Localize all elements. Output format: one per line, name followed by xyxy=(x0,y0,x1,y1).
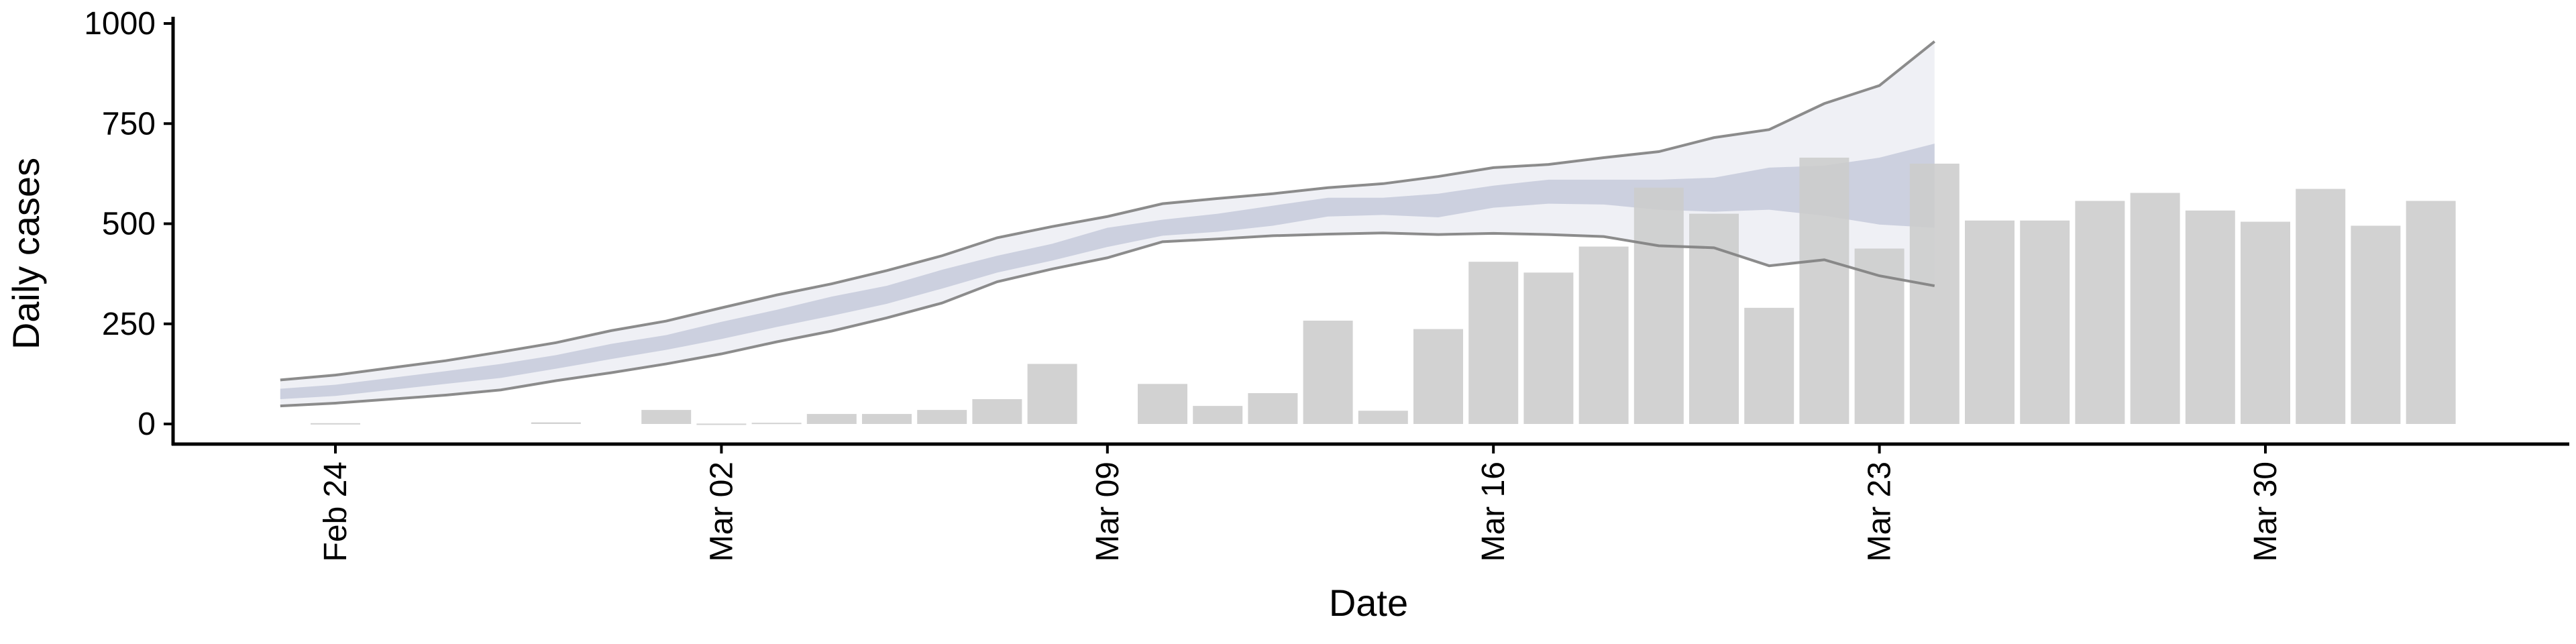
y-axis-title: Daily cases xyxy=(5,158,47,350)
x-axis-title: Date xyxy=(1329,582,1408,624)
bar xyxy=(1468,262,1519,424)
y-tick-label: 1000 xyxy=(84,6,156,42)
upper-bound-line xyxy=(280,40,1936,382)
bar xyxy=(1027,364,1077,424)
bar xyxy=(1413,329,1463,424)
estimate-outer-band xyxy=(280,41,1935,407)
bar xyxy=(1799,157,1849,424)
bar xyxy=(862,414,912,424)
bar xyxy=(1193,406,1243,424)
bar xyxy=(972,398,1022,424)
lower-bound-line xyxy=(280,231,1935,408)
estimate-bands xyxy=(280,41,1935,407)
x-tick-label: Mar 09 xyxy=(1090,462,1126,561)
bar xyxy=(2406,201,2456,424)
x-axis-ticks: Feb 24 Mar 02 Mar 09 Mar 16 Mar 23 Mar 30 xyxy=(318,444,2284,561)
y-tick-label: 750 xyxy=(102,106,156,142)
bar xyxy=(2185,210,2235,424)
bar xyxy=(1965,220,2015,424)
x-tick-label: Mar 23 xyxy=(1862,462,1898,561)
bar xyxy=(1248,393,1298,424)
bars xyxy=(311,157,2456,425)
bar xyxy=(1138,384,1187,424)
y-axis-ticks: 0 250 500 750 1000 xyxy=(84,6,173,442)
bar xyxy=(2241,221,2290,424)
bar xyxy=(1358,411,1408,424)
bar xyxy=(2351,225,2401,424)
bar xyxy=(1523,272,1574,424)
bar xyxy=(531,422,581,424)
bar xyxy=(1744,307,1794,424)
bar xyxy=(1689,213,1739,424)
y-tick-label: 500 xyxy=(102,207,156,242)
bar xyxy=(1909,163,1960,424)
y-tick-label: 250 xyxy=(102,307,156,342)
bar xyxy=(806,414,857,424)
y-tick-label: 0 xyxy=(138,407,156,442)
bar xyxy=(917,410,967,424)
bar xyxy=(1578,246,1629,424)
bar xyxy=(2020,220,2070,424)
x-tick-label: Mar 30 xyxy=(2248,462,2284,561)
bar xyxy=(2075,201,2125,424)
bar xyxy=(696,423,747,425)
bar xyxy=(311,423,360,425)
plot-area xyxy=(280,40,2456,425)
bar xyxy=(2130,193,2180,424)
bar xyxy=(641,410,692,424)
bar xyxy=(1303,320,1353,424)
x-tick-label: Feb 24 xyxy=(318,462,354,561)
bar xyxy=(2296,189,2346,424)
bar xyxy=(751,423,802,425)
bar xyxy=(1633,187,1684,424)
estimate-bound-lines xyxy=(280,40,1936,408)
x-tick-label: Mar 02 xyxy=(704,462,739,561)
estimate-inner-band xyxy=(280,144,1935,399)
x-tick-label: Mar 16 xyxy=(1476,462,1511,561)
